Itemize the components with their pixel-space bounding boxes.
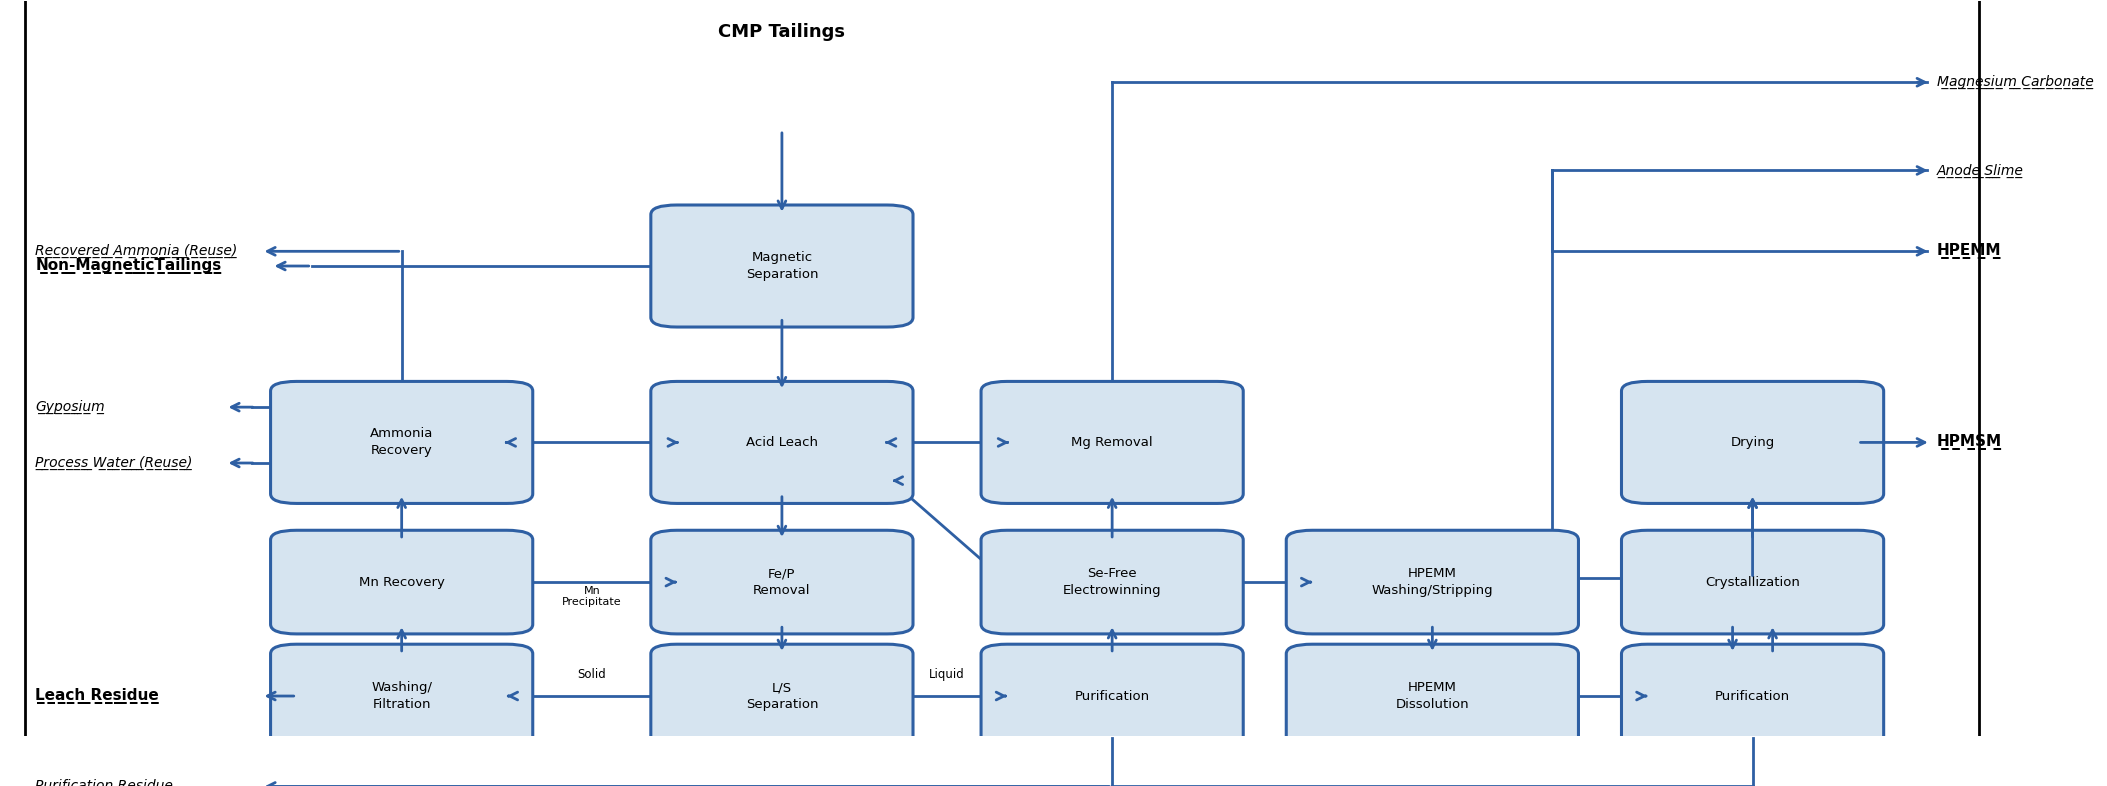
- FancyBboxPatch shape: [270, 645, 533, 747]
- FancyBboxPatch shape: [982, 531, 1243, 634]
- Text: Purification Residue: Purification Residue: [36, 780, 173, 786]
- Text: N̲o̲n̲-̲M̲a̲g̲n̲e̲t̲i̲c̲T̲a̲i̲l̲i̲n̲g̲s̲: N̲o̲n̲-̲M̲a̲g̲n̲e̲t̲i̲c̲T̲a̲i̲l̲i̲n̲g̲s̲: [36, 258, 221, 274]
- Text: L̲e̲a̲c̲h̲ ̲R̲e̲s̲i̲d̲u̲e̲: L̲e̲a̲c̲h̲ ̲R̲e̲s̲i̲d̲u̲e̲: [36, 688, 160, 704]
- Text: Mn
Precipitate: Mn Precipitate: [563, 586, 622, 608]
- FancyBboxPatch shape: [651, 381, 912, 504]
- Text: Se-Free
Electrowinning: Se-Free Electrowinning: [1062, 567, 1161, 597]
- FancyBboxPatch shape: [982, 381, 1243, 504]
- FancyBboxPatch shape: [651, 205, 912, 327]
- Text: G̲y̲p̲o̲s̲i̲u̲m̲: G̲y̲p̲o̲s̲i̲u̲m̲: [36, 400, 105, 414]
- FancyBboxPatch shape: [1622, 645, 1884, 747]
- FancyBboxPatch shape: [651, 645, 912, 747]
- Text: Fe/P
Removal: Fe/P Removal: [752, 567, 811, 597]
- FancyBboxPatch shape: [1622, 381, 1884, 504]
- Text: Acid Leach: Acid Leach: [746, 436, 818, 449]
- Text: Purification: Purification: [1075, 689, 1150, 703]
- Text: H̲P̲E̲M̲M̲: H̲P̲E̲M̲M̲: [1936, 244, 2002, 259]
- FancyBboxPatch shape: [1285, 645, 1578, 747]
- Text: R̲e̲c̲o̲v̲e̲r̲e̲d̲ ̲A̲m̲m̲o̲n̲i̲a̲ ̲(̲R̲e̲u̲s̲e̲)̲: R̲e̲c̲o̲v̲e̲r̲e̲d̲ ̲A̲m̲m̲o̲n̲i̲a̲ ̲(̲R̲…: [36, 244, 238, 259]
- Text: Mn Recovery: Mn Recovery: [358, 575, 445, 589]
- FancyBboxPatch shape: [982, 645, 1243, 747]
- Text: Crystallization: Crystallization: [1705, 575, 1799, 589]
- FancyBboxPatch shape: [651, 531, 912, 634]
- Text: HPEMM
Washing/Stripping: HPEMM Washing/Stripping: [1372, 567, 1494, 597]
- Text: Ammonia
Recovery: Ammonia Recovery: [371, 428, 434, 457]
- Text: Washing/
Filtration: Washing/ Filtration: [371, 681, 432, 711]
- Text: Purification: Purification: [1715, 689, 1791, 703]
- FancyBboxPatch shape: [270, 531, 533, 634]
- Text: Mg Removal: Mg Removal: [1070, 436, 1153, 449]
- Text: P̲r̲o̲c̲e̲s̲s̲ ̲W̲a̲t̲e̲r̲ ̲(̲R̲e̲u̲s̲e̲)̲: P̲r̲o̲c̲e̲s̲s̲ ̲W̲a̲t̲e̲r̲ ̲(̲R̲e̲u̲s̲e̲…: [36, 456, 192, 470]
- Text: Solid: Solid: [577, 668, 607, 681]
- Text: Drying: Drying: [1730, 436, 1774, 449]
- FancyBboxPatch shape: [1285, 531, 1578, 634]
- Text: Magnetic
Separation: Magnetic Separation: [746, 251, 818, 281]
- Text: CMP Tailings: CMP Tailings: [718, 24, 845, 42]
- Text: A̲n̲o̲d̲e̲ ̲S̲l̲i̲m̲e̲: A̲n̲o̲d̲e̲ ̲S̲l̲i̲m̲e̲: [1936, 163, 2023, 178]
- Text: HPEMM
Dissolution: HPEMM Dissolution: [1395, 681, 1469, 711]
- Text: H̲P̲M̲S̲M̲: H̲P̲M̲S̲M̲: [1936, 435, 2002, 450]
- Text: M̲a̲g̲n̲e̲s̲i̲u̲m̲ ̲C̲a̲r̲b̲o̲n̲a̲t̲e̲: M̲a̲g̲n̲e̲s̲i̲u̲m̲ ̲C̲a̲r̲b̲o̲n̲a̲t̲e̲: [1936, 75, 2094, 90]
- Text: Liquid: Liquid: [929, 668, 965, 681]
- FancyBboxPatch shape: [270, 381, 533, 504]
- FancyBboxPatch shape: [1622, 531, 1884, 634]
- Text: L/S
Separation: L/S Separation: [746, 681, 818, 711]
